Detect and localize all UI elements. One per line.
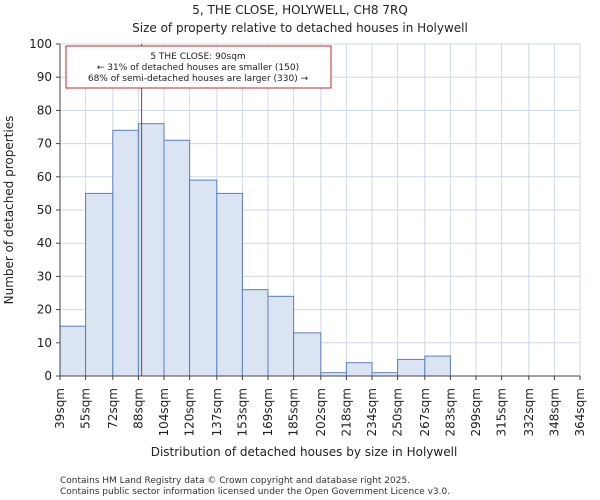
x-tick-label: 202sqm	[314, 388, 328, 436]
chart-title-line1: 5, THE CLOSE, HOLYWELL, CH8 7RQ	[192, 3, 408, 17]
histogram-bar	[345, 362, 373, 377]
x-axis-label: Distribution of detached houses by size …	[151, 445, 458, 459]
histogram-bar	[112, 129, 139, 377]
x-tick-labels: 39sqm 55sqm 72sqm 88sqm 104sqm 120sqm 137sqm 15…	[53, 388, 587, 436]
x-tick-label: 250sqm	[391, 388, 405, 436]
y-tick-label: 10	[37, 336, 52, 350]
bars	[59, 123, 451, 377]
x-tick-label: 218sqm	[339, 388, 353, 436]
histogram-bar	[137, 123, 165, 377]
x-tick-label: 234sqm	[365, 388, 379, 436]
y-tick-label: 70	[37, 137, 52, 151]
x-tick-label: 169sqm	[261, 388, 275, 436]
x-tick-label: 39sqm	[53, 388, 67, 429]
x-tick-label: 283sqm	[443, 388, 457, 436]
histogram-bar	[293, 332, 322, 377]
histogram-bar	[59, 325, 87, 377]
x-tick-label: 72sqm	[106, 388, 120, 429]
x-tick-label: 55sqm	[79, 388, 93, 429]
x-tick-label: 332sqm	[522, 388, 536, 436]
y-tick-label: 80	[37, 103, 52, 117]
y-tick-labels: 0 10 20 30 40 50 60 70 80 90 100	[29, 37, 52, 383]
y-tick-label: 90	[37, 70, 52, 84]
y-tick-label: 0	[44, 369, 52, 383]
x-tick-label: 315sqm	[495, 388, 509, 436]
x-tick-label: 185sqm	[287, 388, 301, 436]
y-tick-label: 100	[29, 37, 52, 51]
y-tick-label: 30	[37, 269, 52, 283]
histogram-bar	[424, 355, 451, 377]
y-axis-label: Number of detached properties	[2, 116, 16, 305]
histogram-bar	[241, 289, 269, 377]
chart-title-line2: Size of property relative to detached ho…	[132, 21, 468, 35]
x-tick-label: 88sqm	[131, 388, 145, 429]
histogram-bar	[163, 139, 191, 377]
y-tick-label: 60	[37, 170, 52, 184]
x-tick-label: 348sqm	[547, 388, 561, 436]
x-tick-label: 299sqm	[469, 388, 483, 436]
histogram-bar	[85, 192, 114, 377]
annotation-box: 5 THE CLOSE: 90sqm ← 31% of detached hou…	[65, 45, 332, 89]
x-tick-label: 364sqm	[573, 388, 587, 436]
x-tick-label: 120sqm	[183, 388, 197, 436]
annotation-line2: ← 31% of detached houses are smaller (15…	[97, 63, 299, 73]
histogram-bar	[189, 179, 218, 377]
footer-line2: Contains public sector information licen…	[60, 487, 450, 497]
axes	[56, 43, 581, 380]
annotation-line1: 5 THE CLOSE: 90sqm	[150, 52, 245, 62]
histogram-bar	[267, 295, 295, 377]
x-tick-label: 104sqm	[157, 388, 171, 436]
x-tick-label: 267sqm	[418, 388, 432, 436]
y-tick-label: 50	[37, 203, 52, 217]
y-tick-label: 40	[37, 236, 52, 250]
histogram-bar	[216, 192, 243, 377]
y-tick-label: 20	[37, 303, 52, 317]
x-tick-label: 137sqm	[210, 388, 224, 436]
histogram-bar	[397, 358, 426, 377]
annotation-line3: 68% of semi-detached houses are larger (…	[88, 74, 309, 84]
x-tick-label: 153sqm	[235, 388, 249, 436]
footer-line1: Contains HM Land Registry data © Crown c…	[60, 476, 410, 486]
